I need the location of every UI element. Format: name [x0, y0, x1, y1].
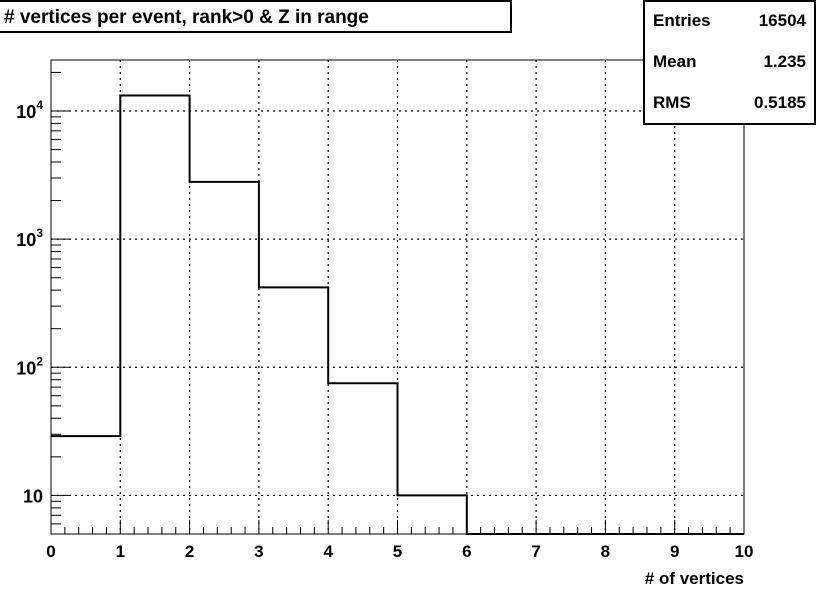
x-tick-label: 4 — [323, 542, 333, 561]
y-tick-label: 102 — [16, 354, 43, 378]
x-tick-label: 0 — [46, 542, 55, 561]
stats-box: Entries 16504 Mean 1.235 RMS 0.5185 — [643, 0, 816, 125]
x-tick-label: 2 — [185, 542, 194, 561]
histogram-series — [51, 94, 744, 535]
histogram-bin — [398, 495, 467, 534]
x-tick-label: 3 — [254, 542, 263, 561]
histogram-bin — [190, 182, 259, 534]
plot-frame — [50, 59, 745, 535]
x-tick-label: 6 — [462, 542, 471, 561]
histogram-bin — [120, 96, 189, 534]
stats-rms-row: RMS 0.5185 — [653, 88, 806, 118]
stats-rms-value: 0.5185 — [754, 93, 806, 112]
chart-title: # vertices per event, rank>0 & Z in rang… — [0, 0, 512, 33]
x-tick-label: 5 — [393, 542, 402, 561]
x-tick-labels: 0 1 2 3 4 5 6 7 8 9 10 — [46, 542, 753, 561]
y-tick-labels: 10 102 103 104 — [16, 98, 43, 506]
histogram-bin — [328, 383, 397, 534]
grid-lines — [51, 60, 744, 534]
x-tick-label: 9 — [670, 542, 679, 561]
y-tick-label: 104 — [16, 98, 43, 122]
histogram-bin — [51, 436, 120, 534]
x-tick-label: 8 — [601, 542, 610, 561]
histogram-bin — [259, 287, 328, 534]
stats-entries-label: Entries — [653, 11, 711, 30]
stats-entries-value: 16504 — [758, 11, 806, 30]
stats-rms-label: RMS — [653, 93, 691, 112]
x-tick-label: 1 — [116, 542, 125, 561]
stats-mean-value: 1.235 — [763, 52, 806, 71]
stats-mean-row: Mean 1.235 — [653, 47, 806, 77]
stats-mean-label: Mean — [653, 52, 697, 71]
axis-ticks — [50, 71, 745, 535]
y-tick-label: 10 — [23, 486, 43, 506]
x-tick-label: 7 — [531, 542, 540, 561]
stats-entries-row: Entries 16504 — [653, 6, 806, 36]
x-axis-label: # of vertices — [645, 569, 744, 588]
x-tick-label: 10 — [735, 542, 754, 561]
y-tick-label: 103 — [16, 226, 43, 250]
